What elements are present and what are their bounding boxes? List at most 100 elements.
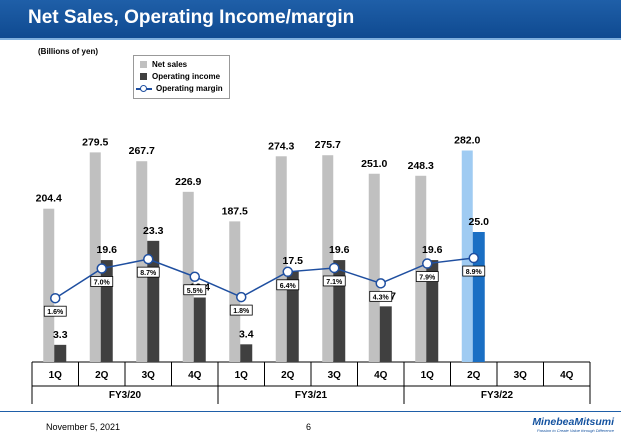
operating-income-label: 3.4 (239, 328, 254, 340)
net-sales-bar (368, 173, 380, 362)
quarter-tick-label: 4Q (188, 370, 202, 381)
net-sales-label: 279.5 (82, 136, 108, 148)
page-number: 6 (306, 422, 312, 432)
legend-operating-income-label: Operating income (152, 72, 221, 81)
operating-margin-label: 7.0% (94, 280, 111, 287)
operating-margin-point (96, 263, 107, 274)
operating-margin-label-box (369, 290, 393, 302)
fiscal-year-label: FY3/22 (481, 390, 514, 401)
net-sales-bar (322, 155, 334, 362)
net-sales-swatch (140, 61, 147, 68)
net-sales-label: 226.9 (175, 176, 201, 188)
operating-income-bar (54, 344, 67, 362)
net-sales-label: 204.4 (36, 193, 62, 205)
operating-margin-label: 1.6% (47, 309, 64, 316)
legend-net-sales: Net sales (140, 59, 187, 70)
quarter-tick-label: 4Q (560, 370, 574, 381)
quarter-tick-label: 3Q (142, 370, 156, 381)
operating-margin-label: 7.9% (419, 275, 436, 282)
operating-income-label: 19.6 (97, 244, 118, 256)
operating-margin-point (236, 291, 247, 303)
operating-margin-label-box (322, 275, 346, 287)
footer-divider (0, 411, 621, 412)
operating-income-bar (193, 297, 206, 362)
operating-income-bar (100, 260, 113, 362)
quarter-tick-label: 2Q (281, 370, 295, 381)
legend-operating-margin: Operating margin (136, 83, 223, 94)
net-sales-label: 282.0 (454, 135, 480, 147)
unit-label: (Billions of yen) (38, 47, 98, 56)
operating-margin-label: 8.7% (140, 270, 157, 277)
operating-income-swatch (140, 73, 147, 80)
operating-income-bar (286, 271, 299, 362)
operating-margin-label: 8.9% (466, 269, 483, 276)
operating-margin-point (282, 266, 293, 278)
quarter-tick-label: 1Q (421, 370, 435, 381)
operating-margin-label-box (276, 279, 300, 291)
operating-income-label: 19.6 (422, 244, 443, 256)
operating-income-label: 17.5 (283, 255, 304, 267)
footer-date: November 5, 2021 (46, 422, 121, 432)
operating-income-bar (472, 232, 485, 362)
operating-margin-line (54, 257, 474, 299)
net-sales-label: 248.3 (408, 160, 434, 172)
operating-margin-label: 1.8% (233, 308, 250, 315)
operating-margin-label-box (183, 284, 207, 296)
net-sales-bar (136, 161, 148, 362)
operating-margin-label-box (462, 265, 486, 277)
quarter-tick-label: 1Q (235, 370, 249, 381)
fiscal-year-label: FY3/21 (295, 390, 328, 401)
net-sales-label: 275.7 (315, 139, 341, 151)
operating-margin-point (50, 292, 61, 304)
net-sales-bar (229, 221, 241, 362)
page-title: Net Sales, Operating Income/margin (28, 7, 355, 28)
operating-margin-point (375, 278, 386, 289)
operating-margin-label: 5.5% (187, 288, 204, 295)
operating-margin-label-box (90, 276, 114, 287)
quarter-tick-label: 2Q (95, 370, 109, 381)
net-sales-bar (89, 152, 101, 362)
net-sales-bar (461, 150, 473, 362)
operating-margin-point (422, 258, 433, 269)
quarter-tick-label: 4Q (374, 370, 388, 381)
operating-margin-label-box (43, 305, 67, 317)
logo-tagline: Passion to Create Value through Differen… (537, 428, 615, 433)
operating-margin-label: 6.4% (280, 283, 297, 290)
operating-margin-point (189, 271, 200, 282)
operating-margin-point (468, 252, 479, 264)
legend-net-sales-label: Net sales (152, 60, 188, 69)
minebeamitsumi-logo: MinebeaMitsumi Passion to Create Value t… (532, 416, 615, 433)
operating-income-bar (333, 260, 346, 362)
operating-margin-point (329, 262, 340, 274)
title-bar: Net Sales, Operating Income/margin (0, 0, 621, 40)
quarter-tick-label: 2Q (467, 370, 481, 381)
operating-income-bar (426, 260, 439, 362)
operating-income-label: 3.3 (53, 329, 68, 341)
operating-margin-swatch (136, 84, 152, 93)
net-sales-label: 187.5 (222, 205, 248, 217)
net-sales-label: 267.7 (129, 145, 155, 157)
quarter-tick-label: 1Q (49, 370, 63, 381)
legend-operating-margin-label: Operating margin (156, 84, 223, 93)
legend-operating-income: Operating income (140, 71, 220, 82)
net-sales-bar (415, 175, 427, 362)
quarter-tick-label: 3Q (328, 370, 342, 381)
net-sales-bar (275, 156, 287, 362)
fiscal-year-label: FY3/20 (109, 390, 142, 401)
operating-income-bar (379, 306, 392, 362)
net-sales-bar (43, 208, 55, 362)
operating-income-label: 23.3 (143, 225, 164, 237)
operating-margin-label: 4.3% (373, 294, 390, 301)
net-sales-label: 251.0 (361, 158, 387, 170)
operating-income-label: 25.0 (469, 216, 490, 228)
operating-margin-label-box (229, 304, 253, 316)
net-sales-bar (182, 191, 194, 362)
operating-income-label: 19.6 (329, 244, 350, 256)
operating-margin-label-box (415, 271, 439, 282)
operating-income-bar (240, 344, 253, 362)
operating-margin-label-box (136, 266, 160, 278)
operating-margin-label: 7.1% (326, 279, 343, 286)
operating-margin-point (143, 253, 154, 265)
net-sales-label: 274.3 (268, 140, 294, 152)
